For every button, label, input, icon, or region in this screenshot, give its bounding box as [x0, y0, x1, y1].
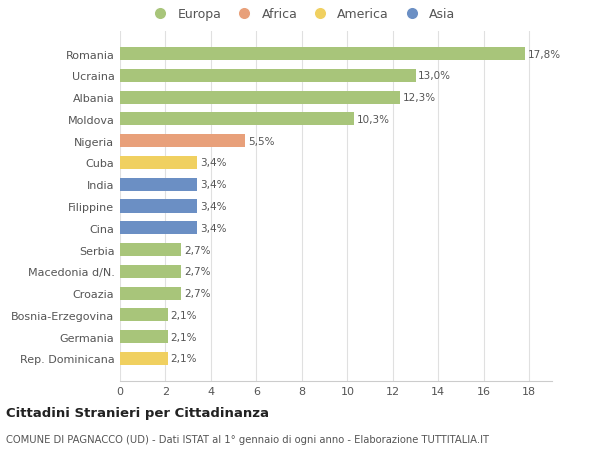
Text: 2,7%: 2,7%	[184, 267, 211, 277]
Bar	[120, 265, 181, 278]
Text: 2,1%: 2,1%	[170, 310, 197, 320]
Bar	[120, 135, 245, 148]
Bar	[120, 157, 197, 170]
Text: 12,3%: 12,3%	[403, 93, 436, 103]
Bar	[120, 91, 400, 105]
Text: 3,4%: 3,4%	[200, 158, 227, 168]
Bar	[120, 243, 181, 257]
Text: 13,0%: 13,0%	[418, 71, 451, 81]
Text: COMUNE DI PAGNACCO (UD) - Dati ISTAT al 1° gennaio di ogni anno - Elaborazione T: COMUNE DI PAGNACCO (UD) - Dati ISTAT al …	[6, 434, 489, 444]
Bar	[120, 178, 197, 191]
Text: Cittadini Stranieri per Cittadinanza: Cittadini Stranieri per Cittadinanza	[6, 406, 269, 419]
Text: 3,4%: 3,4%	[200, 202, 227, 212]
Bar	[120, 222, 197, 235]
Text: 10,3%: 10,3%	[357, 115, 390, 125]
Bar	[120, 352, 168, 365]
Bar	[120, 70, 416, 83]
Bar	[120, 287, 181, 300]
Text: 3,4%: 3,4%	[200, 180, 227, 190]
Legend: Europa, Africa, America, Asia: Europa, Africa, America, Asia	[143, 4, 460, 27]
Text: 2,7%: 2,7%	[184, 245, 211, 255]
Text: 2,1%: 2,1%	[170, 353, 197, 364]
Text: 17,8%: 17,8%	[527, 50, 560, 60]
Text: 2,7%: 2,7%	[184, 288, 211, 298]
Bar	[120, 48, 525, 61]
Text: 3,4%: 3,4%	[200, 223, 227, 233]
Bar	[120, 330, 168, 343]
Bar	[120, 200, 197, 213]
Bar	[120, 308, 168, 322]
Bar	[120, 113, 354, 126]
Text: 5,5%: 5,5%	[248, 136, 274, 146]
Text: 2,1%: 2,1%	[170, 332, 197, 342]
